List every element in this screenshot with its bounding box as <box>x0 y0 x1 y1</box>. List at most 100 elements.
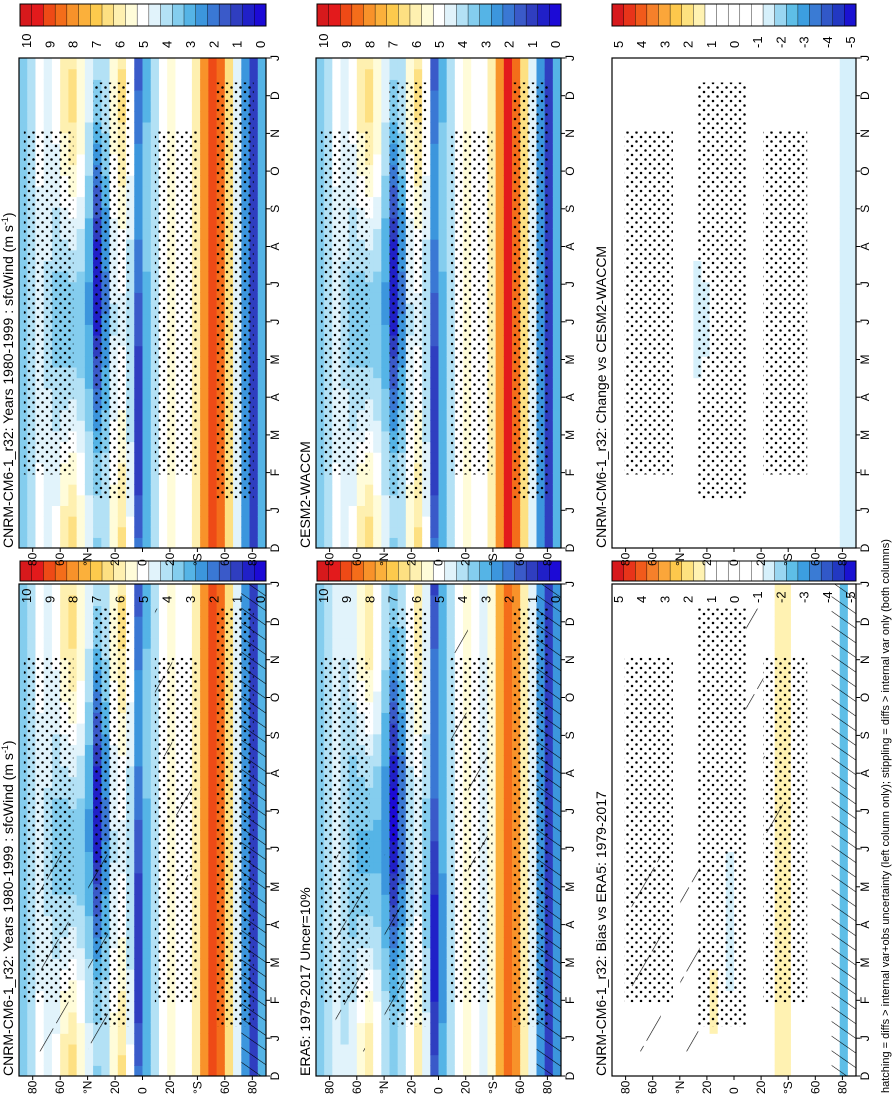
field-cell <box>200 915 209 927</box>
field-cell <box>51 584 61 596</box>
field-cell <box>823 744 833 756</box>
field-cell <box>422 1011 431 1024</box>
field-cell <box>758 872 768 885</box>
field-cell <box>356 605 366 617</box>
field-cell <box>76 969 86 981</box>
field-cell <box>76 797 86 810</box>
field-cell <box>807 744 816 756</box>
colorbar-label: 1 <box>525 596 540 603</box>
field-cell <box>717 1022 727 1034</box>
colorbar-label: 4 <box>634 596 649 603</box>
field-cell <box>422 1054 431 1066</box>
field-cell <box>324 1001 333 1013</box>
field-cell <box>134 915 144 927</box>
field-cell <box>807 840 816 852</box>
field-cell <box>758 915 768 927</box>
field-cell <box>126 616 135 628</box>
field-cell <box>19 658 28 671</box>
field-cell <box>799 594 808 606</box>
time-tick-label: N <box>858 655 872 664</box>
field-cell <box>84 89 94 102</box>
field-cell <box>807 990 816 1002</box>
field-cell <box>27 121 37 134</box>
field-cell <box>167 594 177 606</box>
field-cell <box>790 584 800 596</box>
colorbar-swatch <box>525 560 539 582</box>
field-cell <box>774 1054 784 1066</box>
field-cell <box>405 1065 415 1076</box>
field-cell <box>815 1054 825 1066</box>
field-cell <box>430 626 440 639</box>
field-cell <box>815 958 825 970</box>
field-cell <box>381 616 391 628</box>
field-cell <box>51 111 61 123</box>
field-cell <box>668 637 678 649</box>
field-cell <box>76 787 86 799</box>
field-cell <box>495 1054 505 1066</box>
lat-tick-label: 20 <box>754 1080 768 1094</box>
lat-tick-label: 0 <box>136 1087 150 1094</box>
field-cell <box>324 637 333 649</box>
field-cell <box>430 616 440 628</box>
field-cell <box>725 584 735 596</box>
field-cell <box>142 830 152 842</box>
time-tick-label: D <box>858 1071 872 1080</box>
field-cell <box>134 958 144 970</box>
field-cell <box>652 584 662 596</box>
field-cell <box>200 926 209 938</box>
field-cell <box>60 648 69 660</box>
field-cell <box>495 915 505 927</box>
field-cell <box>438 1033 448 1045</box>
field-cell <box>84 430 94 443</box>
field-cell <box>68 637 78 649</box>
field-cell <box>68 494 78 506</box>
colorbar-label: 8 <box>66 596 81 603</box>
field-cell <box>373 637 382 649</box>
field-cell <box>685 840 694 852</box>
field-cell <box>709 594 719 606</box>
field-cell <box>774 584 784 596</box>
field-cell <box>332 616 342 628</box>
field-cell <box>750 883 759 895</box>
field-cell <box>782 584 792 596</box>
time-tick-label: M <box>858 882 872 892</box>
field-cell <box>750 904 759 917</box>
field-cell <box>685 819 694 831</box>
field-cell <box>183 1022 193 1034</box>
field-cell <box>365 648 374 660</box>
field-cell <box>142 680 152 692</box>
lat-tick-label: 20 <box>700 1080 714 1094</box>
field-cell <box>438 936 448 949</box>
field-cell <box>815 830 825 842</box>
field-cell <box>815 979 825 992</box>
field-cell <box>84 420 94 432</box>
field-cell <box>332 1054 342 1066</box>
field-cell <box>142 616 152 628</box>
field-cell <box>430 712 440 724</box>
field-cell <box>365 1065 374 1076</box>
field-cell <box>19 787 28 799</box>
field-cell <box>233 1022 242 1034</box>
field-cell <box>815 797 825 810</box>
field-cell <box>84 701 94 713</box>
field-cell <box>324 648 333 660</box>
field-cell <box>76 505 86 517</box>
field-cell <box>750 1022 759 1034</box>
field-cell <box>766 616 776 628</box>
field-cell <box>142 797 152 810</box>
field-cell <box>200 648 209 660</box>
field-cell <box>750 765 759 778</box>
field-cell <box>208 840 218 852</box>
field-cell <box>27 626 37 639</box>
field-cell <box>807 658 816 671</box>
field-cell <box>76 637 86 649</box>
field-cell <box>487 594 497 606</box>
field-cell <box>742 1011 751 1024</box>
field-cell <box>495 904 505 917</box>
field-cell <box>84 537 94 548</box>
field-cell <box>35 516 45 528</box>
field-cell <box>807 969 816 981</box>
field-cell <box>84 153 94 166</box>
field-cell <box>503 680 513 692</box>
field-cell <box>373 733 382 746</box>
